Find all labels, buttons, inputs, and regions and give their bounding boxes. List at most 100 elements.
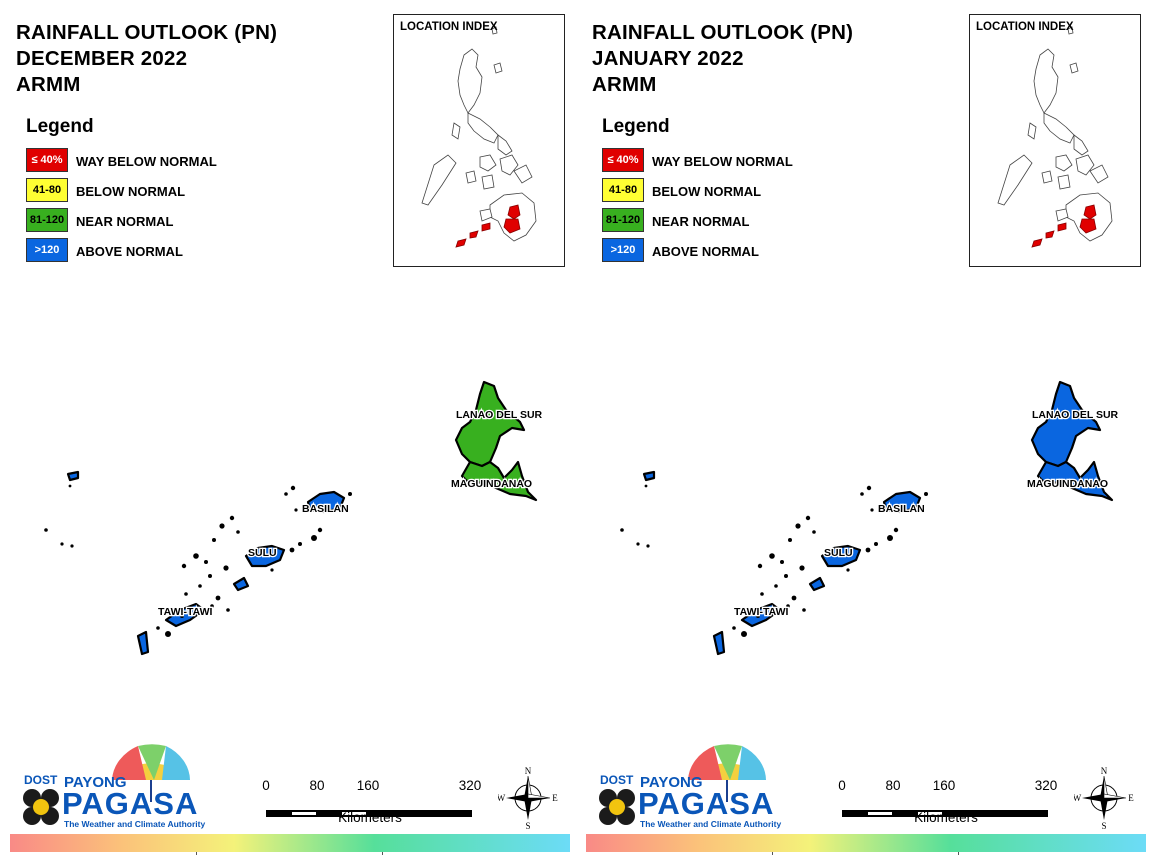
label-lanao-del-sur: LANAO DEL SUR [456, 409, 543, 421]
province-sulu [808, 576, 826, 592]
legend-item-way-below-normal: ≤ 40% WAY BELOW NORMAL [26, 148, 217, 178]
legend: Legend ≤ 40% WAY BELOW NORMAL 41-80 BELO… [602, 116, 793, 268]
logo-payong-text: PAYONG [640, 774, 703, 791]
province-tawi-tawi [136, 630, 150, 656]
label-sulu: SULU [824, 547, 853, 559]
label-basilan: BASILAN [302, 503, 349, 515]
logo-dost-text: DOST [24, 773, 58, 787]
label-lanao-del-sur: LANAO DEL SUR [1032, 409, 1119, 421]
legend-label: ABOVE NORMAL [652, 244, 759, 259]
scale-bar-graphic [266, 810, 472, 817]
legend-swatch: 41-80 [26, 178, 68, 202]
legend-label: ABOVE NORMAL [76, 244, 183, 259]
panel-december: RAINFALL OUTLOOK (PN) DECEMBER 2022 ARMM… [10, 14, 570, 855]
province-tawi-tawi [740, 602, 782, 628]
legend-item-above-normal: >120 ABOVE NORMAL [26, 238, 183, 268]
scale-units: Kilometers [338, 810, 402, 825]
scale-tick-320: 320 [1034, 778, 1058, 793]
legend-label: BELOW NORMAL [652, 184, 762, 199]
logo-tagline: The Weather and Climate Authority [640, 819, 782, 829]
north-arrow-icon: N S E W [1074, 766, 1134, 830]
province-basilan [306, 490, 346, 514]
scale-units: Kilometers [914, 810, 978, 825]
province-maguindanao [460, 460, 538, 502]
label-maguindanao: MAGUINDANAO [1027, 478, 1108, 490]
location-index-inset: LOCATION INDEX [393, 14, 565, 267]
title-line-1: RAINFALL OUTLOOK (PN) [592, 21, 854, 44]
scale-tick-160: 160 [932, 778, 956, 793]
location-index-inset: LOCATION INDEX [969, 14, 1141, 267]
scale-tick-320: 320 [458, 778, 482, 793]
title-line-3: ARMM [16, 73, 81, 96]
compass-s: S [1101, 821, 1106, 830]
label-maguindanao: MAGUINDANAO [451, 478, 532, 490]
scale-tick-80: 80 [885, 778, 901, 793]
legend-label: NEAR NORMAL [652, 214, 750, 229]
map-title: RAINFALL OUTLOOK (PN) JANUARY 2022 ARMM [592, 20, 853, 98]
scale-tick-0: 0 [838, 778, 846, 793]
compass-e: E [1128, 793, 1134, 803]
label-tawi-tawi: TAWI-TAWI [734, 606, 789, 618]
label-sulu: SULU [248, 547, 277, 559]
legend-item-near-normal: 81-120 NEAR NORMAL [602, 208, 750, 238]
scale-tick-160: 160 [356, 778, 380, 793]
province-maguindanao [1036, 460, 1114, 502]
legend-item-above-normal: >120 ABOVE NORMAL [602, 238, 759, 268]
decorative-gradient-bar [586, 834, 1146, 852]
province-lanao-del-sur [1030, 380, 1102, 468]
title-line-2: DECEMBER 2022 [16, 47, 188, 70]
legend-label: BELOW NORMAL [76, 184, 186, 199]
label-tawi-tawi: TAWI-TAWI [158, 606, 213, 618]
legend-item-below-normal: 41-80 BELOW NORMAL [26, 178, 185, 208]
compass-n: N [525, 766, 532, 776]
legend-item-way-below-normal: ≤ 40% WAY BELOW NORMAL [602, 148, 793, 178]
province-tawi-tawi [642, 470, 656, 482]
map-title: RAINFALL OUTLOOK (PN) DECEMBER 2022 ARMM [16, 20, 277, 98]
label-basilan: BASILAN [878, 503, 925, 515]
legend-label: WAY BELOW NORMAL [652, 154, 793, 169]
province-sulu [232, 576, 250, 592]
legend-swatch: 41-80 [602, 178, 644, 202]
title-line-1: RAINFALL OUTLOOK (PN) [16, 21, 278, 44]
province-tawi-tawi [66, 470, 80, 482]
compass-w: W [1074, 793, 1082, 803]
legend-label: WAY BELOW NORMAL [76, 154, 217, 169]
compass-n: N [1101, 766, 1108, 776]
location-index-title: LOCATION INDEX [976, 21, 1074, 33]
decorative-gradient-bar [10, 834, 570, 852]
armm-province-map: LANAO DEL SUR MAGUINDANAO BASILAN SULU T… [44, 380, 544, 656]
legend-swatch: ≤ 40% [26, 148, 68, 172]
logo-pagasa-text: PAGASA [62, 786, 199, 821]
scale-bar-graphic [842, 810, 1048, 817]
philippines-outline-map [997, 26, 1113, 248]
pagasa-logo [599, 744, 766, 825]
province-tawi-tawi [164, 602, 206, 628]
logo-dost-text: DOST [600, 773, 634, 787]
legend-swatch: 81-120 [26, 208, 68, 232]
legend: Legend ≤ 40% WAY BELOW NORMAL 41-80 BELO… [26, 116, 217, 268]
north-arrow-icon: N S E W [498, 766, 558, 830]
title-line-2: JANUARY 2022 [592, 47, 744, 70]
legend-swatch: ≤ 40% [602, 148, 644, 172]
pagasa-logo [23, 744, 190, 825]
compass-e: E [552, 793, 558, 803]
legend-item-near-normal: 81-120 NEAR NORMAL [26, 208, 174, 238]
compass-w: W [498, 793, 506, 803]
compass-s: S [525, 821, 530, 830]
location-index-title: LOCATION INDEX [400, 21, 498, 33]
armm-province-map: LANAO DEL SUR MAGUINDANAO BASILAN SULU T… [620, 380, 1120, 656]
province-sulu [244, 544, 286, 568]
legend-swatch: >120 [602, 238, 644, 262]
province-basilan [882, 490, 922, 514]
logo-payong-text: PAYONG [64, 774, 127, 791]
legend-item-below-normal: 41-80 BELOW NORMAL [602, 178, 761, 208]
province-sulu [820, 544, 862, 568]
scale-tick-80: 80 [309, 778, 325, 793]
scale-tick-0: 0 [262, 778, 270, 793]
province-tawi-tawi [712, 630, 726, 656]
logo-tagline: The Weather and Climate Authority [64, 819, 206, 829]
legend-label: NEAR NORMAL [76, 214, 174, 229]
legend-title: Legend [26, 116, 94, 137]
legend-swatch: >120 [26, 238, 68, 262]
province-lanao-del-sur [454, 380, 526, 468]
